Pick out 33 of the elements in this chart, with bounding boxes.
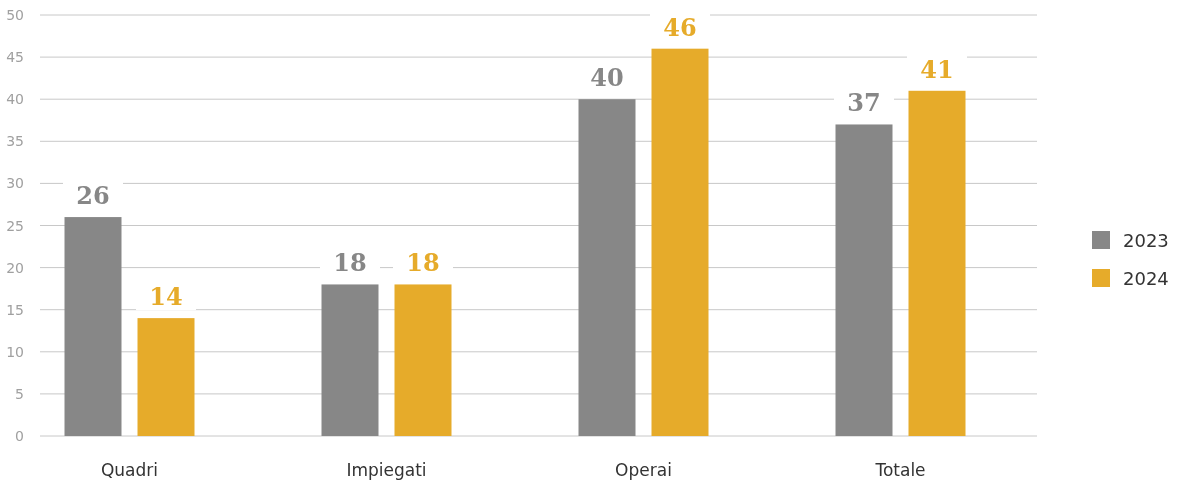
y-tick-label: 0 bbox=[15, 428, 24, 444]
bar bbox=[321, 284, 379, 436]
bar bbox=[651, 48, 709, 436]
bar bbox=[835, 124, 893, 436]
y-tick-label: 20 bbox=[6, 259, 24, 276]
y-tick-label: 30 bbox=[6, 175, 24, 192]
legend-label: 2024 bbox=[1123, 268, 1169, 289]
y-tick-label: 45 bbox=[6, 49, 24, 66]
bar bbox=[908, 90, 966, 436]
x-tick-label: Totale bbox=[874, 460, 926, 480]
x-tick-label: Quadri bbox=[100, 460, 159, 480]
x-tick-label: Operai bbox=[615, 460, 672, 480]
data-label: 18 bbox=[406, 248, 440, 278]
y-tick-label: 25 bbox=[6, 217, 24, 234]
data-label: 40 bbox=[590, 63, 624, 93]
y-tick-label: 10 bbox=[6, 343, 24, 360]
bar bbox=[137, 318, 195, 436]
data-label: 37 bbox=[847, 88, 881, 118]
data-label: 26 bbox=[76, 181, 110, 211]
x-tick-label: Impiegati bbox=[346, 460, 427, 480]
data-label: 41 bbox=[920, 54, 954, 84]
data-label: 14 bbox=[149, 282, 183, 312]
bar bbox=[394, 284, 452, 436]
bar bbox=[64, 217, 122, 436]
legend-label: 2023 bbox=[1123, 230, 1169, 251]
y-tick-label: 15 bbox=[6, 301, 24, 318]
y-tick-label: 40 bbox=[6, 91, 24, 108]
y-tick-label: 5 bbox=[15, 385, 24, 402]
y-tick-label: 35 bbox=[6, 133, 24, 150]
data-label: 18 bbox=[333, 248, 367, 278]
data-label: 46 bbox=[663, 12, 697, 42]
bar bbox=[578, 99, 636, 436]
y-tick-label: 50 bbox=[6, 7, 24, 23]
